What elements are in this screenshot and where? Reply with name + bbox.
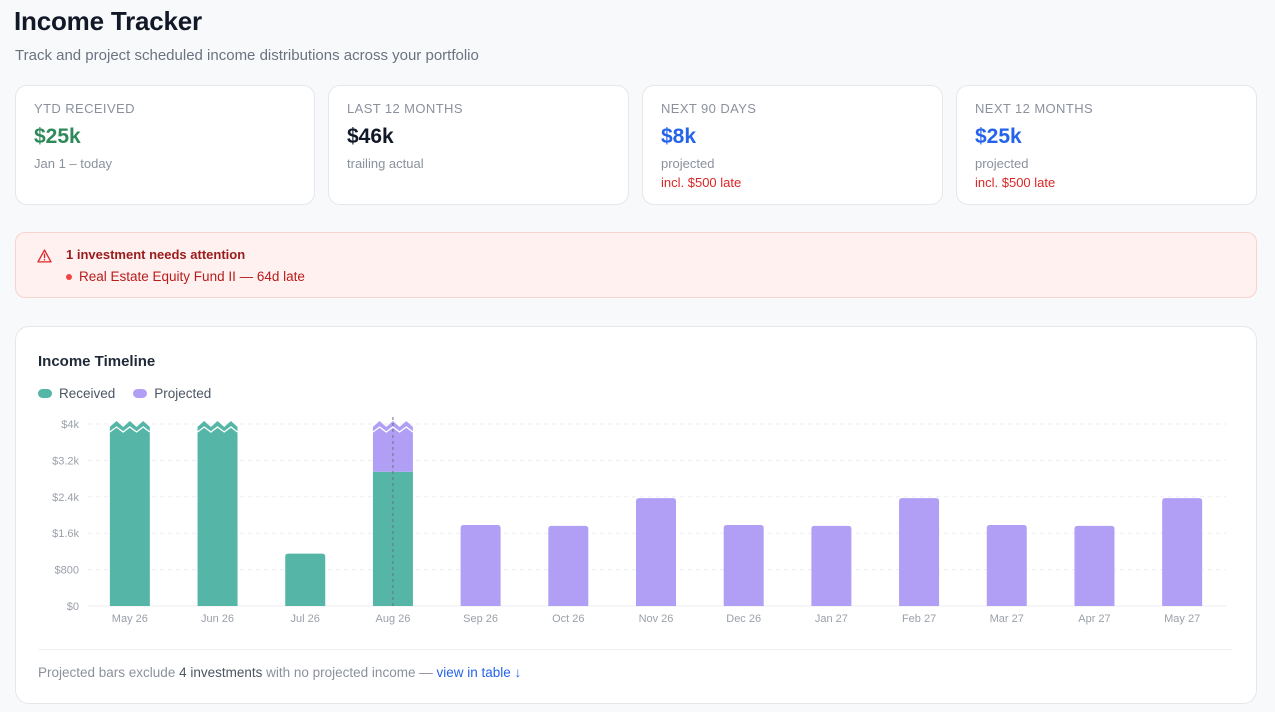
income-timeline-chart: $0 $800 $1.6k $2.4k $3.2k $4k May 26 Jun 26 Jul …: [52, 417, 1226, 625]
stat-card-next-12-months: NEXT 12 MONTHS $25k projected incl. $500…: [956, 85, 1257, 205]
x-tick-label: Jun 26: [201, 613, 234, 625]
bar-projected: [986, 525, 1027, 606]
x-tick-label: Dec 26: [726, 613, 761, 625]
bar-received: [197, 421, 238, 606]
page-subtitle: Track and project scheduled income distr…: [15, 47, 479, 64]
legend-swatch-received: [38, 389, 52, 398]
stat-value: $8k: [661, 125, 697, 148]
y-tick-label: $1.6k: [52, 528, 79, 540]
bar-received: [285, 553, 326, 606]
bar-received: [109, 421, 150, 606]
legend-label: Projected: [154, 386, 212, 401]
bar-projected: [1162, 498, 1203, 606]
x-tick-label: Feb 27: [902, 613, 936, 625]
stat-label: LAST 12 MONTHS: [347, 101, 463, 116]
x-tick-label: Mar 27: [990, 613, 1024, 625]
x-tick-label: May 26: [112, 613, 148, 625]
bar-projected: [1074, 525, 1115, 606]
stat-sub: trailing actual: [347, 156, 424, 171]
attention-alert: 1 investment needs attention Real Estate…: [15, 232, 1257, 298]
y-tick-label: $0: [67, 601, 79, 613]
divider: [38, 649, 1232, 650]
legend-item-projected[interactable]: Projected: [133, 386, 211, 401]
x-tick-label: May 27: [1164, 613, 1200, 625]
bar-projected: [723, 525, 764, 606]
stat-late-note: incl. $500 late: [975, 175, 1056, 190]
y-tick-label: $800: [55, 565, 79, 577]
warning-triangle-icon: [37, 249, 52, 263]
bar-projected: [372, 421, 413, 472]
bar-projected: [460, 525, 501, 606]
legend-label: Received: [59, 386, 116, 401]
x-tick-label: Apr 27: [1078, 613, 1110, 625]
stat-card-ytd-received: YTD RECEIVED $25k Jan 1 – today: [15, 85, 315, 205]
alert-title: 1 investment needs attention: [66, 247, 246, 262]
income-timeline-card: Income Timeline Received Projected $0 $80…: [15, 326, 1257, 704]
stat-card-last-12-months: LAST 12 MONTHS $46k trailing actual: [328, 85, 629, 205]
y-tick-label: $4k: [61, 419, 79, 431]
y-tick-label: $3.2k: [52, 455, 79, 467]
bar-break-marker: [197, 426, 238, 433]
stat-sub: projected: [661, 156, 715, 171]
alert-item-text: Real Estate Equity Fund II — 64d late: [79, 269, 305, 284]
stat-label: YTD RECEIVED: [34, 101, 135, 116]
chart-legend: Received Projected: [38, 386, 229, 401]
page-title: Income Tracker: [14, 6, 202, 36]
stat-value: $25k: [975, 125, 1022, 148]
bar-projected: [636, 498, 676, 606]
footnote-suffix: with no projected income —: [262, 665, 437, 680]
footnote-prefix: Projected bars exclude: [38, 665, 180, 680]
chart-footnote: Projected bars exclude 4 investments wit…: [38, 665, 521, 680]
legend-swatch-projected: [133, 389, 148, 398]
x-tick-label: Aug 26: [375, 613, 410, 625]
x-tick-label: Nov 26: [639, 613, 674, 625]
bar-break-marker: [372, 426, 414, 433]
bar-projected: [548, 525, 589, 606]
x-tick-label: Jul 26: [291, 613, 320, 625]
stat-sub: projected: [975, 156, 1029, 171]
stat-label: NEXT 12 MONTHS: [975, 101, 1094, 116]
x-tick-label: Oct 26: [552, 613, 584, 625]
footnote-count: 4 investments: [179, 665, 263, 680]
chart-title: Income Timeline: [38, 353, 156, 370]
stat-sub: Jan 1 – today: [34, 156, 113, 171]
stat-value: $46k: [347, 125, 394, 148]
alert-item[interactable]: Real Estate Equity Fund II — 64d late: [66, 269, 305, 284]
x-tick-label: Sep 26: [463, 613, 498, 625]
stat-value: $25k: [34, 125, 81, 148]
stat-card-next-90-days: NEXT 90 DAYS $8k projected incl. $500 la…: [642, 85, 943, 205]
bar-projected: [811, 525, 852, 606]
stat-label: NEXT 90 DAYS: [661, 101, 757, 116]
bar-projected: [899, 498, 940, 606]
y-tick-label: $2.4k: [52, 492, 79, 504]
legend-item-received[interactable]: Received: [38, 386, 115, 401]
bar-break-marker: [109, 426, 151, 433]
alert-bullet: [66, 273, 72, 280]
x-tick-label: Jan 27: [815, 613, 848, 625]
stat-late-note: incl. $500 late: [661, 175, 742, 190]
view-in-table-link[interactable]: view in table ↓: [436, 665, 522, 680]
